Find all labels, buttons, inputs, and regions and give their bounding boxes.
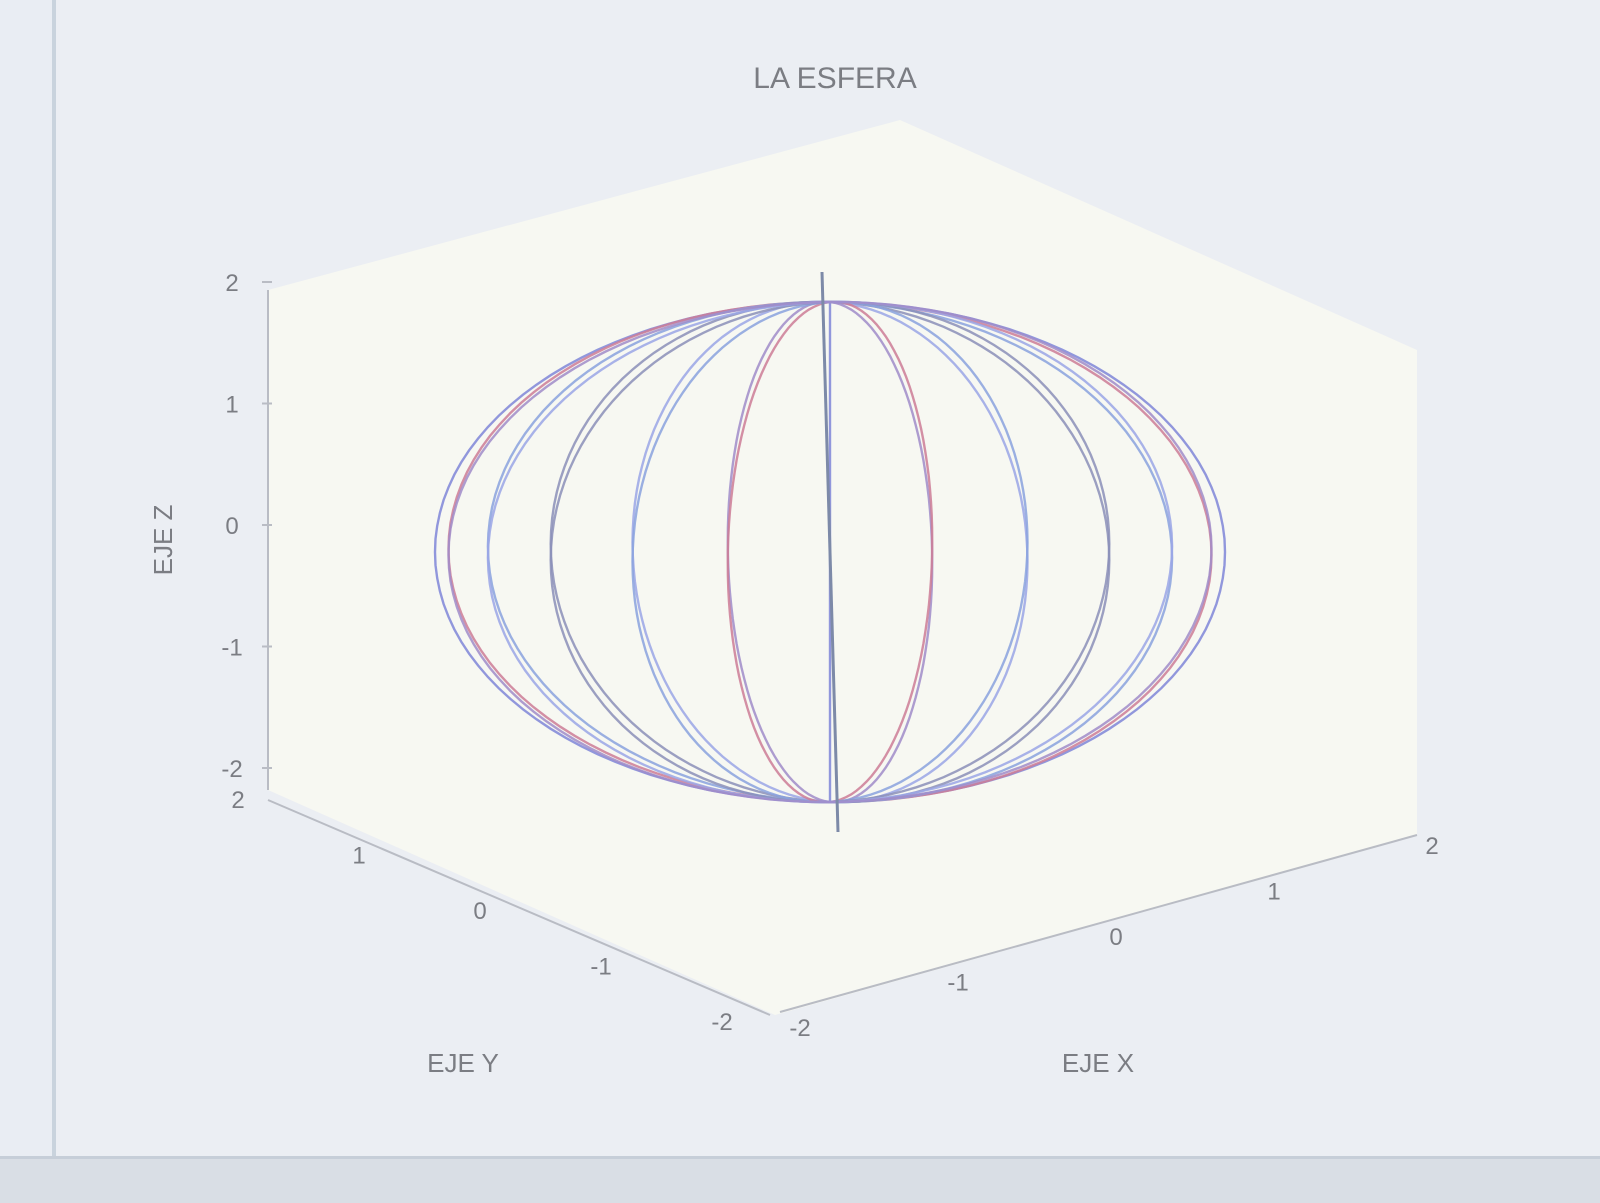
x-axis-label: EJE X [1062, 1048, 1134, 1078]
y-tick-label: -2 [711, 1009, 732, 1036]
y-axis-line [267, 799, 771, 1016]
window-left-edge [0, 0, 56, 1160]
y-tick-label: 1 [352, 843, 365, 870]
x-tick-label: 1 [1267, 879, 1280, 906]
x-tick-label: -2 [789, 1015, 810, 1042]
axes-box [267, 120, 1418, 1016]
sphere-polar-axis-line [820, 271, 840, 833]
bottom-bar [0, 1156, 1600, 1203]
z-tick-label: -2 [221, 756, 242, 783]
y-axis-label: EJE Y [427, 1048, 499, 1078]
chart-title: LA ESFERA [753, 62, 916, 95]
x-tick-label: 2 [1425, 833, 1438, 860]
z-tick-label: 1 [225, 392, 238, 419]
axes-background [268, 120, 1417, 1015]
x-axis-line [779, 834, 1418, 1013]
z-tick-label: -1 [221, 635, 242, 662]
y-tick-labels: 2 1 0 -1 -2 [231, 787, 732, 1036]
z-tick-label: 2 [225, 270, 238, 297]
y-tick-label: 0 [473, 898, 486, 925]
y-tick-label: -1 [590, 954, 611, 981]
y-tick-label: 2 [231, 787, 244, 814]
z-tick-labels: -2 -1 0 1 2 [221, 270, 272, 783]
x-tick-label: 0 [1109, 924, 1122, 951]
z-axis-label: EJE Z [148, 504, 178, 575]
sphere-wireframe [433, 271, 1227, 833]
x-tick-labels: -2 -1 0 1 2 [789, 833, 1438, 1042]
z-tick-label: 0 [225, 513, 238, 540]
sphere-meridian-line [447, 300, 1213, 804]
x-tick-label: -1 [947, 970, 968, 997]
